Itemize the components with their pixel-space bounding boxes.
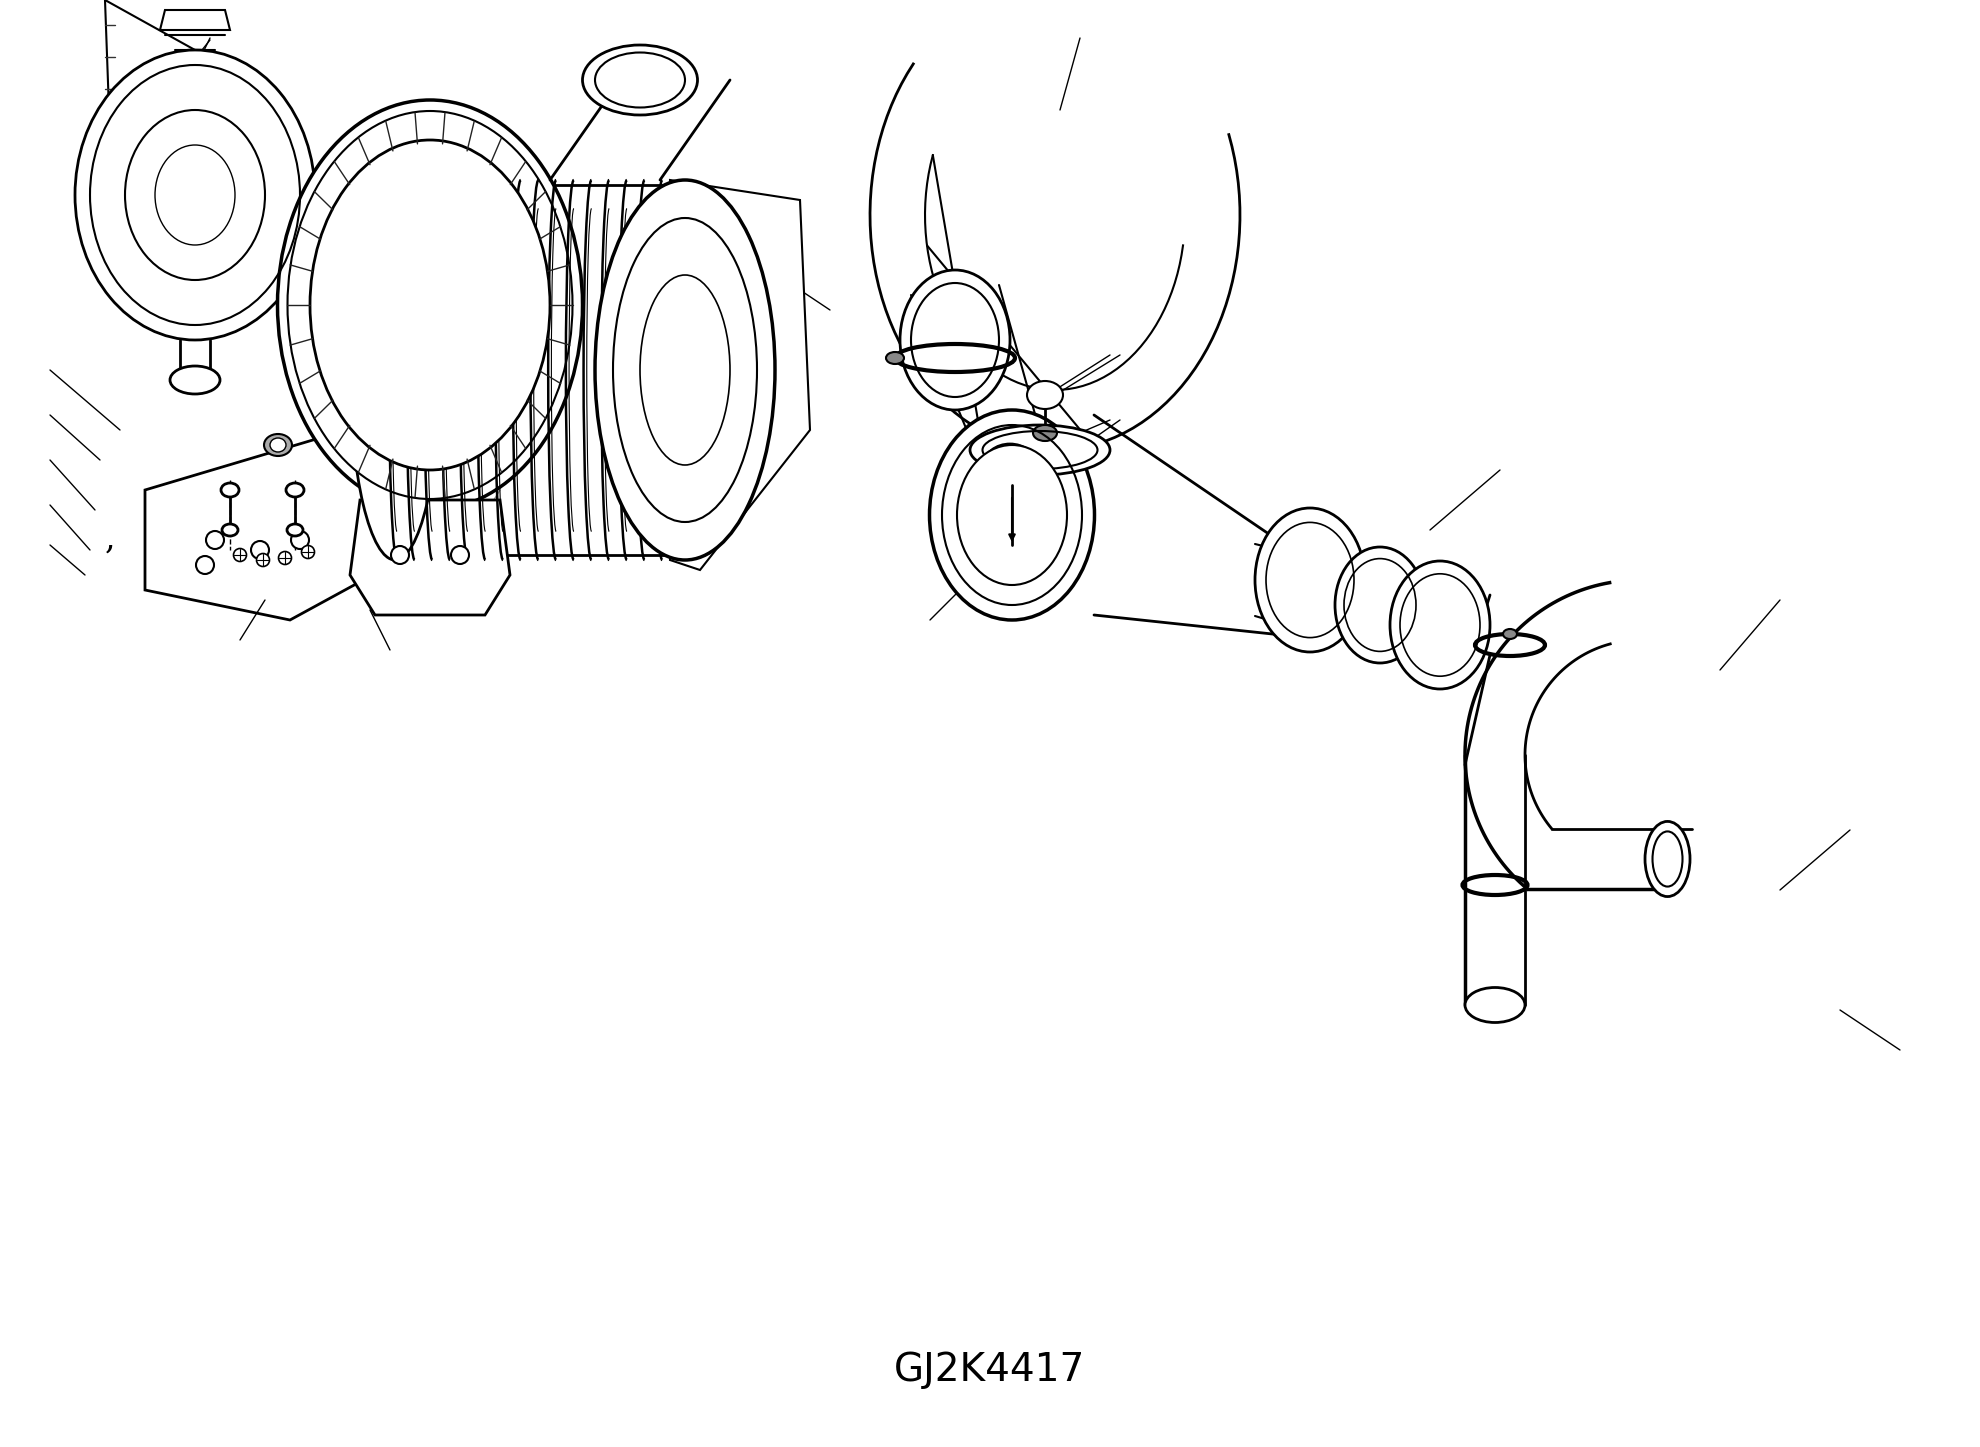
Ellipse shape bbox=[1032, 425, 1057, 441]
Ellipse shape bbox=[234, 548, 246, 561]
Ellipse shape bbox=[929, 410, 1093, 619]
Polygon shape bbox=[160, 10, 230, 30]
Ellipse shape bbox=[899, 271, 1010, 410]
Ellipse shape bbox=[970, 425, 1109, 475]
Ellipse shape bbox=[451, 546, 469, 564]
Ellipse shape bbox=[956, 446, 1067, 585]
Ellipse shape bbox=[582, 45, 697, 114]
Text: GJ2K4417: GJ2K4417 bbox=[893, 1351, 1085, 1389]
Ellipse shape bbox=[222, 483, 240, 496]
Ellipse shape bbox=[125, 110, 265, 281]
Ellipse shape bbox=[984, 444, 1036, 486]
Ellipse shape bbox=[285, 483, 303, 496]
Text: ,: , bbox=[105, 524, 115, 556]
Ellipse shape bbox=[206, 531, 224, 548]
Ellipse shape bbox=[263, 434, 291, 456]
Ellipse shape bbox=[390, 546, 408, 564]
Ellipse shape bbox=[301, 546, 315, 559]
Ellipse shape bbox=[255, 554, 269, 566]
Ellipse shape bbox=[350, 179, 440, 560]
Ellipse shape bbox=[291, 531, 309, 548]
Ellipse shape bbox=[885, 352, 903, 365]
Ellipse shape bbox=[1503, 629, 1517, 640]
Ellipse shape bbox=[287, 524, 303, 535]
Ellipse shape bbox=[1026, 381, 1063, 410]
Ellipse shape bbox=[1291, 561, 1329, 640]
Ellipse shape bbox=[1465, 987, 1525, 1023]
Ellipse shape bbox=[1390, 561, 1489, 689]
Ellipse shape bbox=[1255, 508, 1364, 653]
Ellipse shape bbox=[269, 438, 285, 451]
Ellipse shape bbox=[222, 524, 238, 535]
Ellipse shape bbox=[277, 100, 582, 509]
Polygon shape bbox=[350, 501, 509, 615]
Ellipse shape bbox=[1643, 822, 1689, 897]
Ellipse shape bbox=[1335, 547, 1424, 663]
Ellipse shape bbox=[196, 556, 214, 574]
Ellipse shape bbox=[251, 541, 269, 559]
Ellipse shape bbox=[75, 51, 315, 340]
Polygon shape bbox=[669, 179, 810, 570]
Ellipse shape bbox=[279, 551, 291, 564]
Ellipse shape bbox=[988, 483, 1032, 502]
Ellipse shape bbox=[287, 111, 572, 499]
Ellipse shape bbox=[594, 179, 774, 560]
Polygon shape bbox=[145, 420, 400, 619]
Ellipse shape bbox=[170, 366, 220, 394]
Ellipse shape bbox=[309, 140, 550, 470]
